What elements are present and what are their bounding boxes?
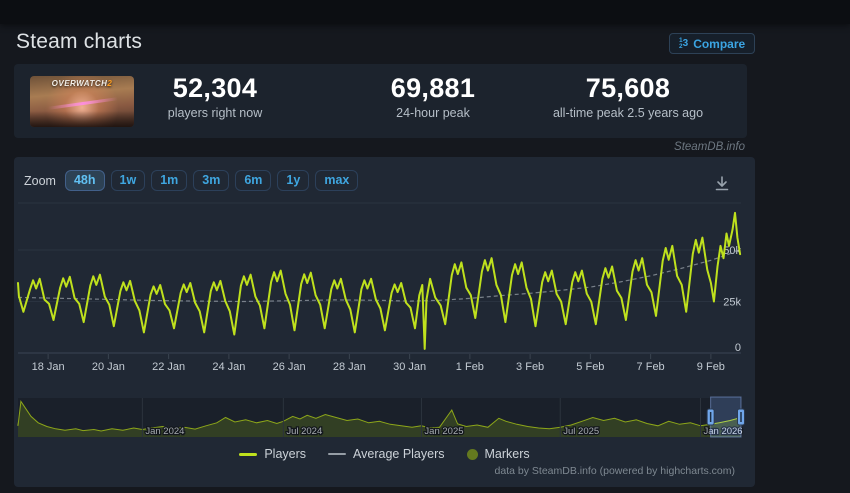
y-axis-label: 0 xyxy=(735,342,741,354)
x-axis-label: 22 Jan xyxy=(152,361,185,373)
x-axis-label: 1 Feb xyxy=(456,361,484,373)
x-axis-label: 3 Feb xyxy=(516,361,544,373)
chart-legend: Players Average Players Markers xyxy=(14,447,755,461)
top-header-strip xyxy=(0,0,850,24)
legend-markers-label: Markers xyxy=(484,447,530,461)
page-title: Steam charts xyxy=(16,30,143,53)
zoom-button-1m[interactable]: 1m xyxy=(151,170,188,191)
navigator-selection[interactable] xyxy=(710,396,742,438)
x-axis-label: 9 Feb xyxy=(697,361,725,373)
game-capsule-image[interactable]: OVERWATCH2 xyxy=(30,76,134,127)
x-axis-label: 30 Jan xyxy=(393,361,426,373)
average-players-line xyxy=(17,248,741,303)
zoom-label: Zoom xyxy=(24,173,56,188)
legend-average-label: Average Players xyxy=(353,447,445,461)
peak-24h-value: 69,881 xyxy=(390,73,476,103)
alltime-peak-label: all-time peak 2.5 years ago xyxy=(552,106,704,120)
navigator-label: Jan 2025 xyxy=(424,426,463,437)
steamdb-watermark: SteamDB.info xyxy=(674,141,745,153)
zoom-button-max[interactable]: max xyxy=(315,170,359,191)
stat-24h-peak: 69,881 24-hour peak xyxy=(338,73,528,120)
zoom-button-1w[interactable]: 1w xyxy=(110,170,146,191)
legend-item-players[interactable]: Players xyxy=(239,447,306,461)
y-axis-label: 25k xyxy=(723,297,741,309)
navigator-line xyxy=(17,400,742,432)
x-axis-label: 5 Feb xyxy=(576,361,604,373)
zoom-button-48h[interactable]: 48h xyxy=(64,170,105,191)
zoom-button-3m[interactable]: 3m xyxy=(193,170,230,191)
navigator-label: Jul 2024 xyxy=(286,426,322,437)
alltime-peak-value: 75,608 xyxy=(585,73,671,103)
x-axis-label: 26 Jan xyxy=(273,361,306,373)
stat-current-players: 52,304 players right now xyxy=(120,73,310,120)
y-axis-label: 50k xyxy=(723,245,741,257)
download-chart-button[interactable] xyxy=(712,174,732,194)
peak-24h-label: 24-hour peak xyxy=(396,106,470,120)
current-players-value: 52,304 xyxy=(172,73,258,103)
stat-alltime-peak: 75,608 all-time peak 2.5 years ago xyxy=(518,73,738,120)
current-players-label: players right now xyxy=(167,106,263,120)
download-icon xyxy=(715,176,729,191)
capsule-silhouette-decoration xyxy=(30,111,134,127)
players-line xyxy=(17,211,742,350)
zoom-button-1y[interactable]: 1y xyxy=(277,170,310,191)
navigator-handle-right[interactable] xyxy=(737,408,745,426)
navigator-label: Jul 2025 xyxy=(563,426,599,437)
navigator-handle-left[interactable] xyxy=(706,408,715,426)
legend-markers-swatch xyxy=(466,448,478,460)
x-axis-label: 24 Jan xyxy=(212,361,245,373)
zoom-controls: Zoom 48h 1w 1m 3m 6m 1y max xyxy=(24,170,359,191)
stats-panel: OVERWATCH2 52,304 players right now 69,8… xyxy=(14,64,747,138)
navigator-label: Jan 2026 xyxy=(704,426,743,437)
chart-attribution: data by SteamDB.info (powered by highcha… xyxy=(494,465,735,477)
x-axis-label: 7 Feb xyxy=(637,361,665,373)
x-axis-label: 18 Jan xyxy=(32,361,65,373)
legend-item-markers[interactable]: Markers xyxy=(466,447,530,461)
navigator-unselected-mask xyxy=(18,398,711,437)
capsule-beam-decoration xyxy=(48,97,118,110)
legend-players-label: Players xyxy=(264,447,307,461)
x-axis-label: 20 Jan xyxy=(92,361,125,373)
legend-players-swatch xyxy=(239,452,258,456)
legend-average-swatch xyxy=(328,453,347,455)
game-logo: OVERWATCH2 xyxy=(51,79,113,88)
player-count-chart: 18 Jan 20 Jan 22 Jan 24 Jan 26 Jan 28 Jan 30 J… xyxy=(17,202,745,438)
navigator-label: Jan 2024 xyxy=(145,426,184,437)
legend-item-average-players[interactable]: Average Players xyxy=(328,447,445,461)
zoom-button-6m[interactable]: 6m xyxy=(235,170,272,191)
chart-panel: 18 Jan 20 Jan 22 Jan 24 Jan 26 Jan 28 Jan 30 J… xyxy=(14,157,755,487)
navigator-area-fill xyxy=(18,401,741,437)
compare-button-label: Compare xyxy=(693,36,746,51)
x-axis-label: 28 Jan xyxy=(333,361,366,373)
